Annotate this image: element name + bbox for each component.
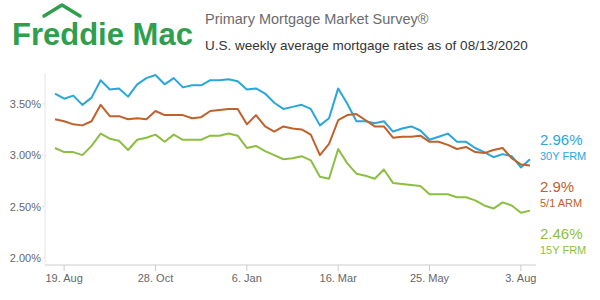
end-value-label: 2.46% [540,225,583,242]
brand-logo: Freddie Mac [12,17,193,52]
x-tick-label: 16. Mar [320,272,358,284]
y-tick [42,103,45,104]
end-value-label: 2.9% [540,178,574,195]
chart-svg: Freddie Mac Primary Mortgage Market Surve… [0,0,600,300]
logo-roof [44,5,80,16]
x-tick [64,265,65,271]
x-tick-label: 28. Oct [138,272,173,284]
legend-label: 5/1 ARM [540,197,582,209]
x-tick [338,265,339,271]
x-tick [246,265,247,271]
x-tick-label: 25. May [410,272,450,284]
y-axis-line [45,73,46,263]
series-line [55,134,530,213]
y-tick [42,155,45,156]
y-tick-label: 3.00% [10,149,41,161]
series-line [55,75,530,167]
legend-label: 15Y FRM [540,244,586,256]
y-tick [42,206,45,207]
chart-container: Freddie Mac Primary Mortgage Market Surve… [0,0,600,300]
y-tick-label: 3.50% [10,98,41,110]
x-tick-label: 6. Jan [232,272,262,284]
subtitle: U.S. weekly average mortgage rates as of… [205,38,528,53]
x-tick-label: 19. Aug [45,272,82,284]
x-tick [155,265,156,271]
x-tick-label: 3. Aug [505,272,536,284]
x-tick [429,265,430,271]
title: Primary Mortgage Market Survey® [205,11,429,27]
legend-label: 30Y FRM [540,150,586,162]
y-tick [42,257,45,258]
x-tick [520,265,521,271]
end-value-label: 2.96% [540,131,583,148]
y-tick-label: 2.50% [10,201,41,213]
y-tick-label: 2.00% [10,252,41,264]
series-line [55,105,530,166]
plot-area [55,75,530,213]
x-axis-line [45,265,536,266]
